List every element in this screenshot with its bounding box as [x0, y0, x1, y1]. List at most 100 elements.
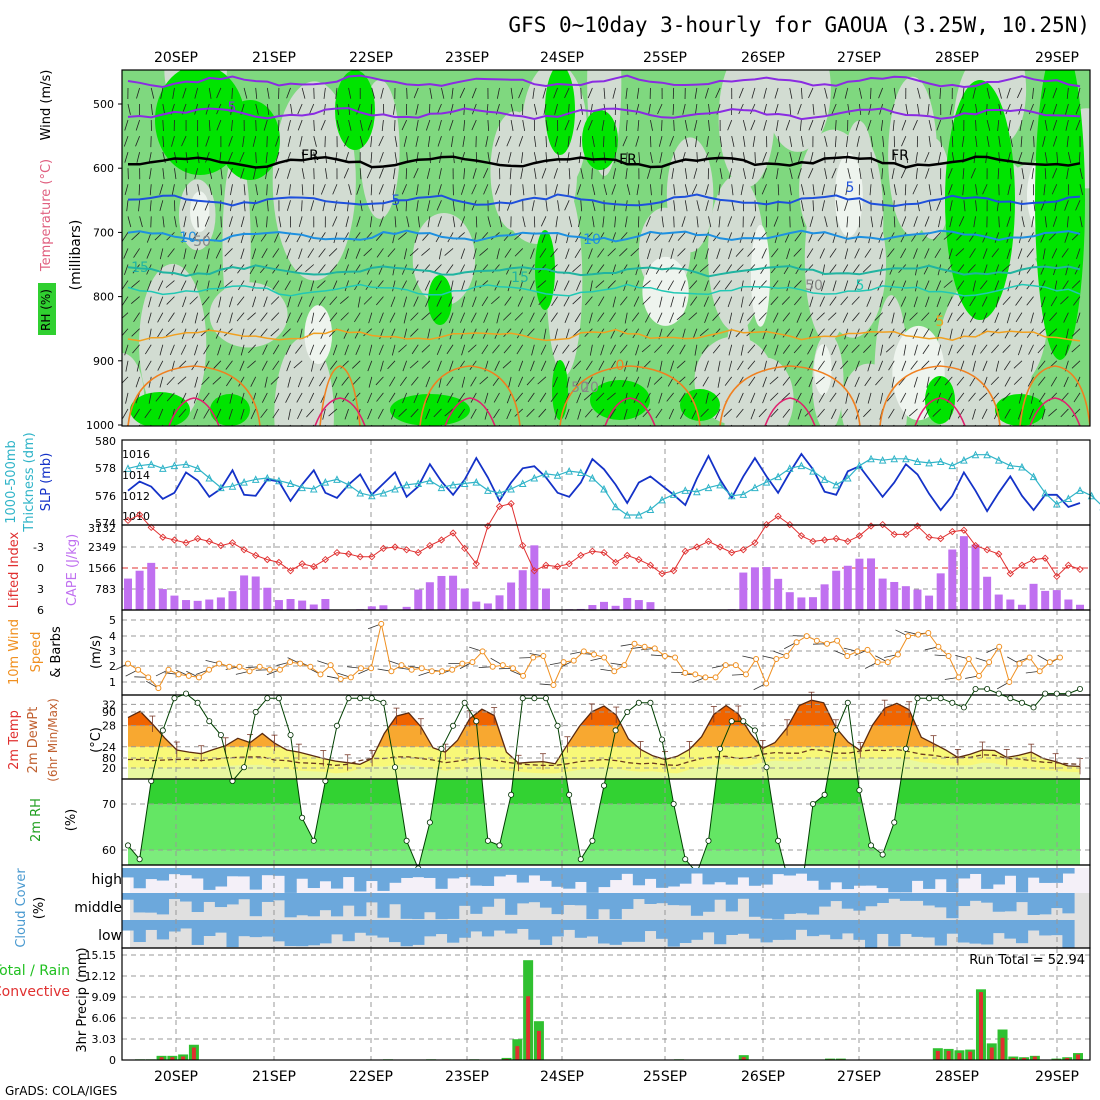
wind-barb	[821, 200, 825, 212]
wind-barb	[650, 184, 652, 196]
wind-barb	[389, 376, 396, 387]
cape-bar	[205, 599, 214, 610]
li-marker	[971, 541, 980, 550]
wind-barb	[797, 152, 802, 163]
wind-barb	[553, 280, 558, 292]
wind-barb	[975, 200, 978, 212]
cloud-cover-bar	[748, 920, 762, 939]
wind-barb	[333, 232, 338, 244]
wind-barb	[236, 312, 245, 322]
wind-barb	[557, 200, 560, 212]
wind-barb	[1077, 87, 1081, 99]
cape-bar	[878, 578, 887, 610]
wind-barb	[1036, 328, 1046, 337]
li-marker	[832, 534, 840, 543]
cloud-cover-bar	[865, 868, 878, 886]
rh-marker	[972, 686, 979, 693]
cloud-cover-bar	[667, 920, 680, 947]
thickness-marker	[1052, 499, 1061, 508]
wind-barb	[203, 344, 210, 355]
wind-barb	[673, 200, 676, 212]
wind-barb	[297, 376, 303, 388]
thickness-marker	[1041, 488, 1049, 497]
wind-barb	[932, 408, 941, 417]
wind-speed-marker	[1026, 654, 1033, 661]
cloud-cover-bar	[156, 893, 170, 915]
wind-barb	[136, 152, 140, 163]
wind-barb	[375, 376, 384, 386]
cloud-cover-bar	[458, 893, 471, 906]
wind-barb	[808, 328, 814, 340]
wind-barb	[297, 296, 303, 307]
cloud-cover-bar	[957, 920, 971, 943]
wind-barb	[1075, 103, 1081, 115]
wind-barb	[901, 119, 907, 131]
wind-barb	[774, 87, 779, 99]
cloud-cover-bar	[1039, 893, 1052, 915]
precip-tick-label: 12.12	[85, 970, 117, 983]
wind-barb	[681, 216, 686, 227]
cloud-cover-bar	[783, 868, 796, 876]
wind-barb	[866, 296, 872, 307]
wind-barb	[276, 184, 280, 196]
wind-barb	[789, 184, 792, 196]
pressure-tick-label: 1000	[86, 419, 114, 432]
wind-barb	[427, 200, 431, 212]
wind-barb	[606, 392, 616, 401]
wind-barb	[661, 120, 663, 132]
rh-marker	[1053, 690, 1060, 697]
wind-barb	[496, 152, 500, 163]
temp-tick-label: 24	[102, 741, 116, 754]
wind-barb	[248, 344, 257, 354]
wind-barb	[203, 360, 210, 371]
wind-barb	[747, 344, 756, 354]
wind-barb	[867, 280, 872, 292]
wind-barb	[138, 200, 141, 212]
cloud-cover-bar	[551, 868, 564, 887]
cloud-cover-bar	[249, 868, 262, 890]
cloud-cover-bar	[992, 920, 1005, 934]
wind-barb	[812, 184, 815, 196]
wind-barb	[981, 296, 988, 307]
wind-barb	[537, 376, 547, 385]
wind-barb	[1048, 328, 1058, 337]
wind-barb	[587, 119, 593, 131]
wind-barb	[903, 344, 907, 356]
wind-barb	[867, 119, 872, 131]
cloud-cover-bar	[191, 868, 204, 879]
wind-barb	[712, 312, 721, 321]
wind-barb	[934, 248, 942, 259]
cloud-cover-bar	[389, 893, 402, 905]
wind-barb	[740, 280, 744, 292]
wind-barb	[228, 296, 233, 308]
wind-barb	[914, 344, 918, 356]
wind-barb	[460, 280, 466, 292]
wind-barb	[555, 216, 558, 228]
cloud-cover-bar	[818, 920, 831, 935]
cloud-cover-bar	[714, 893, 727, 900]
precip-convective-bar	[1000, 1037, 1005, 1060]
wind-barb	[949, 216, 953, 228]
wind-barb	[344, 264, 349, 275]
wind-barb	[943, 280, 953, 288]
wind-barb	[591, 216, 595, 228]
wind-speed-marker	[935, 643, 942, 650]
wind-speed-marker	[975, 672, 982, 679]
rh-low-patch	[412, 212, 476, 306]
wind-barb	[183, 248, 187, 260]
wind-barb	[1017, 344, 1023, 356]
wind-barb	[742, 136, 746, 148]
wind-barb	[231, 120, 233, 132]
wind-barb	[727, 296, 733, 308]
wind-barb	[797, 168, 802, 179]
wind-barb	[750, 216, 756, 227]
wind-barb	[870, 216, 874, 228]
wind-barb	[510, 119, 514, 131]
wind-barb	[835, 120, 837, 132]
rh-high-patch	[945, 80, 1015, 320]
cloud-cover-bar	[760, 868, 773, 885]
wind-barb	[492, 376, 500, 386]
wind-barb	[887, 248, 895, 258]
wind-barb	[1050, 344, 1058, 355]
wind-barb	[800, 87, 803, 99]
